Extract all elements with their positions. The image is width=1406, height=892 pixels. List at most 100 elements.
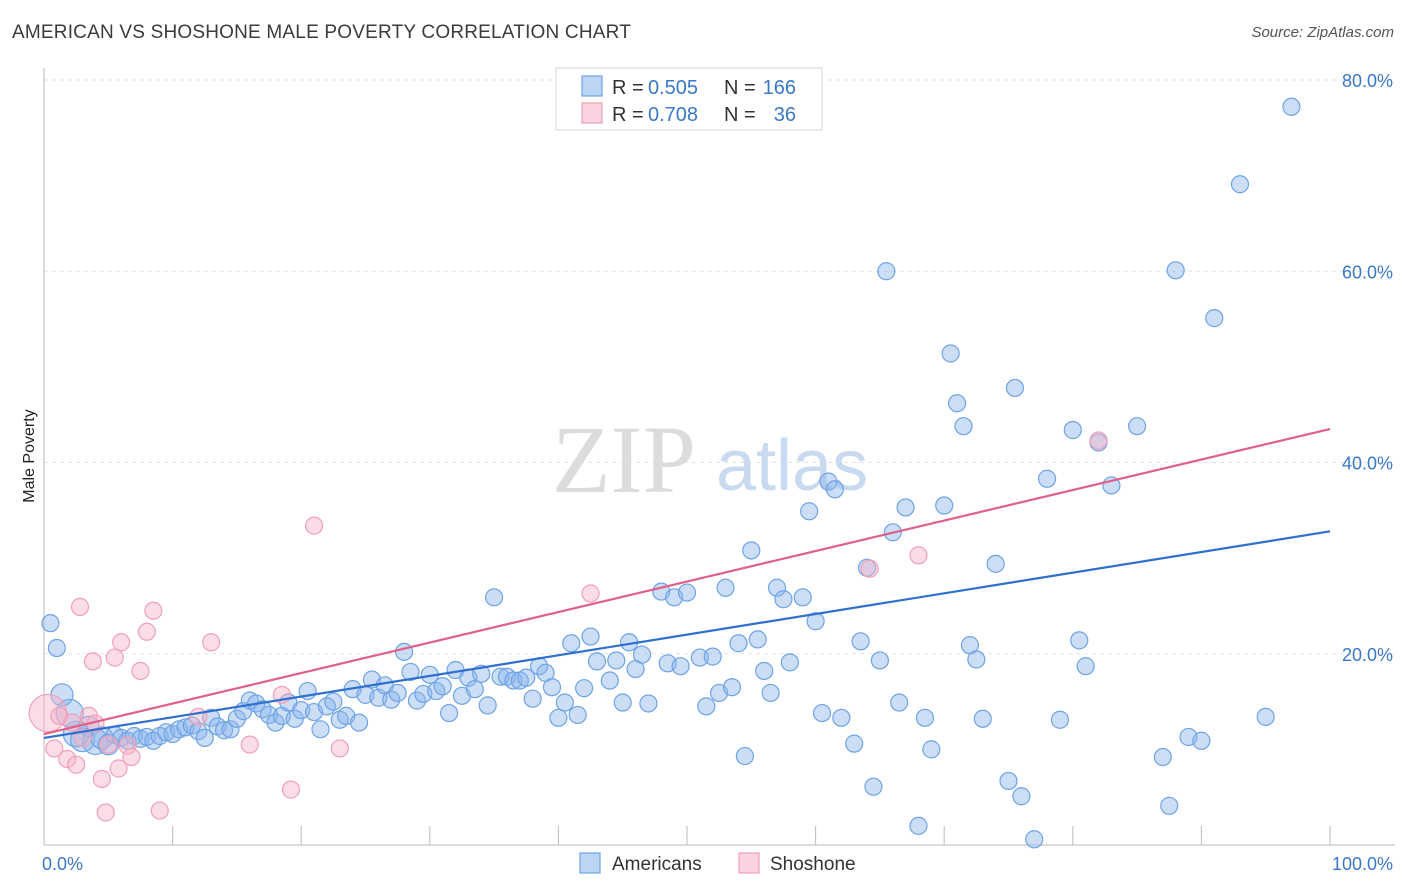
americans-point <box>555 693 574 712</box>
americans-point <box>954 417 973 436</box>
americans-point <box>697 697 716 716</box>
legend-n-value: 166 <box>763 77 796 99</box>
legend-americans-label: Americans <box>612 854 702 875</box>
americans-point <box>401 662 420 682</box>
americans-point <box>465 680 484 699</box>
americans-point <box>986 554 1005 573</box>
americans-point <box>864 777 883 796</box>
americans-point <box>909 816 928 835</box>
shoshone-point <box>240 735 259 754</box>
americans-point <box>47 638 66 658</box>
americans-point <box>703 647 722 666</box>
watermark-zip: ZIP <box>552 406 696 513</box>
chart-title: AMERICAN VS SHOSHONE MALE POVERTY CORREL… <box>12 22 632 43</box>
americans-point <box>677 583 697 602</box>
americans-point <box>806 612 825 631</box>
shoshone-point <box>92 769 111 789</box>
americans-point <box>349 713 369 732</box>
x-tick-label: 0.0% <box>42 854 83 874</box>
legend-swatch-americans <box>579 852 601 874</box>
shoshone-point <box>67 755 86 774</box>
americans-point <box>870 651 890 670</box>
americans-point <box>722 678 742 697</box>
shoshone-point <box>131 661 150 681</box>
americans-point <box>575 679 594 698</box>
americans-points <box>41 97 1301 849</box>
americans-point <box>1025 830 1044 849</box>
shoshone-trend-line <box>43 427 1331 736</box>
americans-point <box>394 642 414 661</box>
x-tick-label: 100.0% <box>1332 854 1393 874</box>
americans-point <box>947 394 967 413</box>
americans-point <box>632 645 652 664</box>
americans-point <box>767 578 787 597</box>
shoshone-point <box>73 728 92 748</box>
americans-point <box>214 721 234 740</box>
americans-point <box>1127 417 1147 436</box>
americans-point <box>266 713 285 732</box>
americans-point <box>388 683 407 703</box>
shoshone-point <box>112 633 131 652</box>
americans-point <box>613 693 632 712</box>
legend-n-value: 36 <box>774 104 796 126</box>
shoshone-points <box>28 431 1108 822</box>
grid-lines <box>44 79 1395 655</box>
y-tick-label: 20.0% <box>1342 645 1393 665</box>
americans-point <box>935 496 954 515</box>
americans-point <box>716 578 735 597</box>
americans-point <box>439 703 459 723</box>
series-legend: Americans Shoshone <box>579 852 856 875</box>
shoshone-point <box>122 747 141 767</box>
shoshone-point <box>860 559 879 578</box>
americans-point <box>1153 747 1172 767</box>
y-tick-label: 80.0% <box>1342 71 1393 91</box>
americans-point <box>600 671 619 690</box>
shoshone-point <box>202 633 221 652</box>
americans-point <box>755 661 774 681</box>
americans-point <box>1050 710 1070 729</box>
shoshone-point <box>1089 431 1108 450</box>
americans-point <box>1205 309 1224 328</box>
shoshone-point <box>909 546 928 565</box>
shoshone-point <box>58 749 77 769</box>
americans-point <box>1070 631 1089 650</box>
americans-point <box>742 541 761 560</box>
legend-swatch-shoshone <box>738 852 760 874</box>
americans-point <box>55 698 84 728</box>
americans-point <box>407 691 427 710</box>
trend-lines <box>43 427 1331 739</box>
shoshone-point <box>70 597 90 616</box>
americans-point <box>748 630 767 649</box>
americans-point <box>607 651 626 670</box>
americans-point <box>542 678 562 697</box>
americans-point <box>890 693 909 712</box>
americans-point <box>1063 420 1082 440</box>
y-axis-label: Male Poverty <box>21 409 38 502</box>
shoshone-point <box>150 801 169 820</box>
americans-point <box>780 653 799 672</box>
shoshone-point <box>144 601 163 620</box>
americans-point <box>671 657 690 676</box>
y-tick-label: 60.0% <box>1342 262 1393 282</box>
tick-labels: 20.0% 40.0% 60.0% 80.0% 0.0% 100.0% <box>42 71 1393 874</box>
americans-point <box>922 740 941 759</box>
americans-trend-line <box>43 530 1331 739</box>
legend-r-label: R = <box>612 104 644 126</box>
americans-point <box>581 627 600 646</box>
shoshone-point <box>28 693 68 733</box>
legend-n-label: N = <box>724 77 756 99</box>
legend-n-label: N = <box>724 104 756 126</box>
americans-point <box>195 728 214 748</box>
americans-point <box>1076 657 1095 676</box>
americans-point <box>832 708 851 727</box>
shoshone-point <box>109 759 128 778</box>
source-label: Source: ZipAtlas.com <box>1251 24 1394 41</box>
watermark: ZIP atlas <box>552 406 868 513</box>
americans-point <box>973 709 992 728</box>
americans-point <box>845 734 864 753</box>
watermark-atlas: atlas <box>716 426 868 506</box>
americans-point <box>774 590 793 609</box>
americans-point <box>1012 787 1031 806</box>
americans-point <box>1160 796 1179 815</box>
shoshone-point <box>304 516 324 535</box>
